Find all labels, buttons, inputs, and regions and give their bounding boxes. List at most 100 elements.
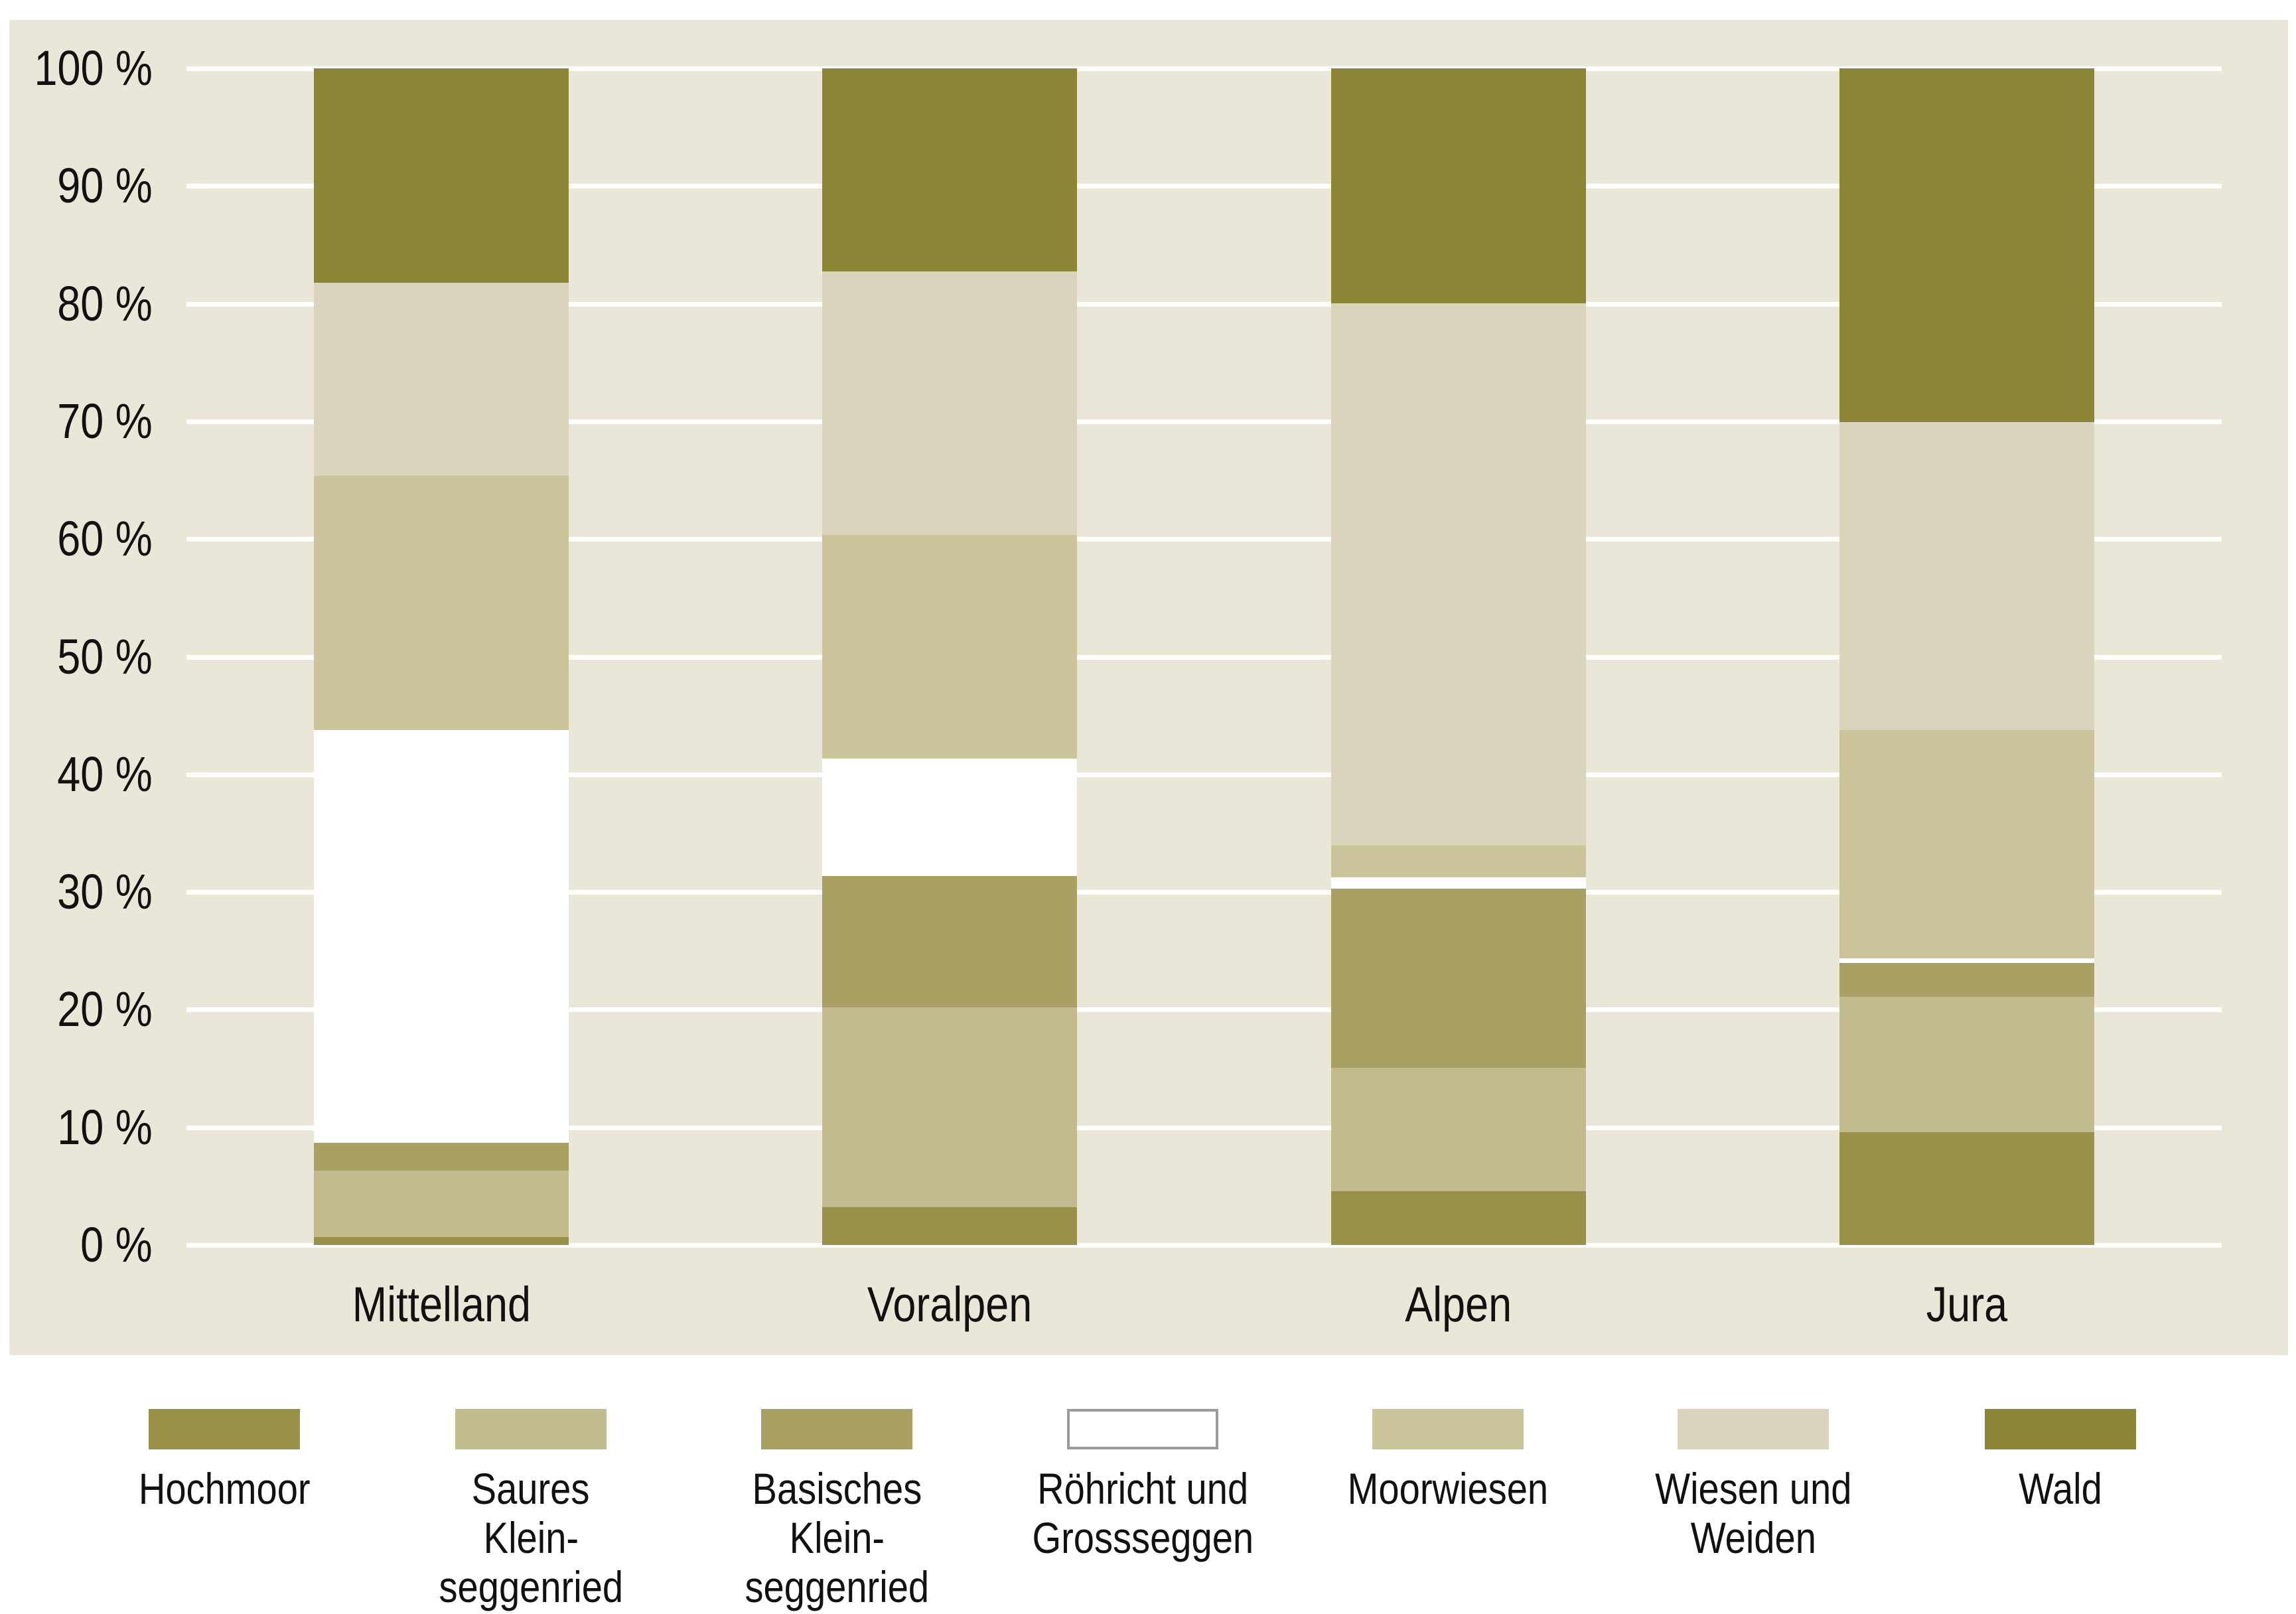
legend-label-text: Röhricht und bbox=[1037, 1464, 1249, 1513]
segment-wiesen-und-weiden bbox=[314, 283, 569, 477]
segment-basisches-kleinseggenried bbox=[1330, 889, 1586, 1068]
bar-jura bbox=[1839, 68, 2094, 1245]
bar-mittelland bbox=[314, 68, 569, 1245]
legend-label-text: Grossseggen bbox=[1032, 1513, 1254, 1562]
segment-moorwiesen bbox=[1330, 845, 1586, 877]
category-label-text: Mittelland bbox=[352, 1277, 531, 1332]
y-tick-label: 30 % bbox=[0, 867, 153, 917]
segment-wald bbox=[314, 68, 569, 283]
y-tick-label: 90 % bbox=[0, 161, 153, 210]
y-tick-label: 50 % bbox=[0, 632, 153, 682]
segment-wald bbox=[822, 68, 1078, 272]
category-label-jura: Jura bbox=[1794, 1278, 2139, 1331]
legend-label-saures-kleinseggenried: Saures Klein-seggenried bbox=[372, 1464, 690, 1611]
segment-hochmoor bbox=[822, 1207, 1078, 1245]
category-label-voralpen: Voralpen bbox=[777, 1278, 1122, 1331]
y-tick-text: 60 % bbox=[57, 511, 153, 567]
legend-label-hochmoor: Hochmoor bbox=[65, 1464, 384, 1513]
legend-label-line: Basisches bbox=[678, 1464, 996, 1513]
legend-label-line: Hochmoor bbox=[65, 1464, 384, 1513]
y-tick-label: 0 % bbox=[0, 1220, 153, 1270]
category-label-text: Jura bbox=[1926, 1277, 2008, 1332]
segment-wiesen-und-weiden bbox=[1839, 422, 2094, 731]
gridline-100% bbox=[186, 66, 2222, 71]
gridline-0% bbox=[186, 1243, 2222, 1248]
y-tick-text: 70 % bbox=[57, 393, 153, 449]
gridline-80% bbox=[186, 301, 2222, 307]
segment-basisches-kleinseggenried bbox=[314, 1142, 569, 1171]
segment-wald bbox=[1330, 68, 1586, 304]
legend-label-line: Wiesen und bbox=[1594, 1464, 1912, 1513]
y-tick-label: 60 % bbox=[0, 514, 153, 563]
gridline-90% bbox=[186, 184, 2222, 189]
legend-label-line: Grossseggen bbox=[983, 1513, 1302, 1562]
legend-swatch-wiesen-und-weiden bbox=[1678, 1409, 1829, 1449]
legend-label-wald: Wald bbox=[1901, 1464, 2220, 1513]
legend-label-line: seggenried bbox=[372, 1562, 690, 1611]
segment-basisches-kleinseggenried bbox=[822, 875, 1078, 1008]
gridline-50% bbox=[186, 654, 2222, 660]
category-label-text: Alpen bbox=[1405, 1277, 1512, 1332]
legend-swatch-basisches-kleinseggenried bbox=[761, 1409, 912, 1449]
y-tick-label: 100 % bbox=[0, 44, 153, 93]
segment-hochmoor bbox=[1839, 1132, 2094, 1245]
bar-voralpen bbox=[822, 68, 1078, 1245]
legend-label-line: Weiden bbox=[1594, 1513, 1912, 1562]
category-label-text: Voralpen bbox=[867, 1277, 1033, 1332]
category-label-mittelland: Mittelland bbox=[269, 1278, 614, 1331]
segment-hochmoor bbox=[1330, 1191, 1586, 1245]
legend-label-basisches-kleinseggenried: Basisches Klein-seggenried bbox=[678, 1464, 996, 1611]
y-tick-text: 30 % bbox=[57, 864, 153, 920]
segment-wiesen-und-weiden bbox=[822, 271, 1078, 536]
legend-label-line: seggenried bbox=[678, 1562, 996, 1611]
plot-area bbox=[186, 66, 2222, 1248]
y-tick-label: 20 % bbox=[0, 985, 153, 1034]
y-tick-text: 40 % bbox=[57, 746, 153, 802]
gridline-20% bbox=[186, 1007, 2222, 1013]
segment-hochmoor bbox=[314, 1236, 569, 1245]
legend-label-text: seggenried bbox=[745, 1562, 929, 1611]
legend-swatch-wald bbox=[1985, 1409, 2136, 1449]
legend-label-wiesen-und-weiden: Wiesen und Weiden bbox=[1594, 1464, 1912, 1562]
legend-label-text: Klein- bbox=[483, 1513, 579, 1562]
legend-label-text: Basisches bbox=[752, 1464, 922, 1513]
legend-label-moorwiesen: Moorwiesen bbox=[1289, 1464, 1607, 1513]
bar-alpen bbox=[1330, 68, 1586, 1245]
legend-label-line: Moorwiesen bbox=[1289, 1464, 1607, 1513]
gridline-30% bbox=[186, 890, 2222, 895]
legend-label-line: Wald bbox=[1901, 1464, 2220, 1513]
legend-label-line: Röhricht und bbox=[983, 1464, 1302, 1513]
segment-saures-kleinseggenried bbox=[822, 1007, 1078, 1208]
legend-label-r-hricht-und-grossseggen: Röhricht und Grossseggen bbox=[983, 1464, 1302, 1562]
segment-r-hricht-und-grossseggen bbox=[314, 730, 569, 1143]
legend-label-text: Moorwiesen bbox=[1347, 1464, 1549, 1513]
legend-label-text: Klein- bbox=[789, 1513, 885, 1562]
segment-moorwiesen bbox=[1839, 730, 2094, 958]
category-label-alpen: Alpen bbox=[1286, 1278, 1631, 1331]
legend-label-text: Weiden bbox=[1690, 1513, 1816, 1562]
segment-r-hricht-und-grossseggen bbox=[1330, 877, 1586, 889]
y-tick-text: 10 % bbox=[57, 1099, 153, 1155]
segment-saures-kleinseggenried bbox=[1330, 1067, 1586, 1191]
y-tick-text: 0 % bbox=[80, 1217, 153, 1272]
segment-moorwiesen bbox=[822, 535, 1078, 759]
gridline-10% bbox=[186, 1125, 2222, 1130]
legend-label-text: seggenried bbox=[439, 1562, 623, 1611]
legend-swatch-hochmoor bbox=[149, 1409, 300, 1449]
legend-label-text: Saures bbox=[472, 1464, 590, 1513]
y-tick-label: 80 % bbox=[0, 279, 153, 329]
segment-moorwiesen bbox=[314, 476, 569, 731]
segment-saures-kleinseggenried bbox=[1839, 997, 2094, 1132]
y-tick-text: 50 % bbox=[57, 628, 153, 684]
segment-basisches-kleinseggenried bbox=[1839, 962, 2094, 997]
segment-wald bbox=[1839, 68, 2094, 423]
y-tick-text: 80 % bbox=[57, 275, 153, 331]
y-tick-text: 90 % bbox=[57, 158, 153, 214]
gridline-60% bbox=[186, 537, 2222, 542]
y-tick-text: 20 % bbox=[57, 982, 153, 1037]
segment-saures-kleinseggenried bbox=[314, 1171, 569, 1237]
y-tick-label: 70 % bbox=[0, 393, 153, 449]
y-tick-label: 40 % bbox=[0, 746, 153, 802]
segment-wiesen-und-weiden bbox=[1330, 303, 1586, 845]
